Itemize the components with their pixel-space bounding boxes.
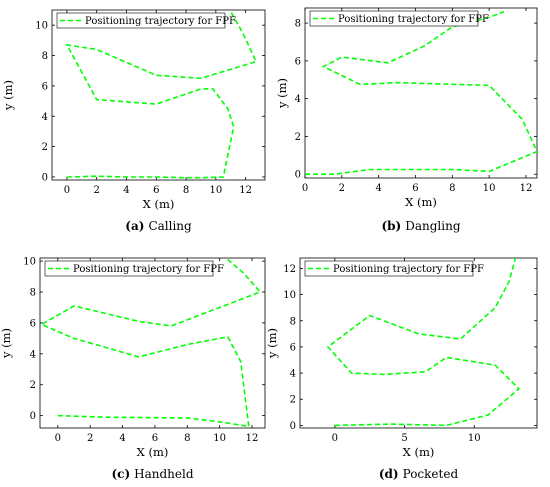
- x-tick-label: 0: [64, 185, 70, 196]
- chart-panel-b: 0 2 4 6 8 10 12 0 2 4 6 8 X (m) y (m) Positioning traj…: [275, 7, 538, 233]
- x-tick-label: 2: [87, 433, 93, 444]
- y-tick-label: 2: [30, 380, 36, 391]
- x-tick-label: 8: [183, 185, 189, 196]
- y-tick-label: 8: [30, 288, 36, 299]
- legend-entry: Positioning trajectory for FPF: [73, 264, 224, 275]
- x-tick-label: 2: [339, 183, 345, 194]
- x-tick-label: 10: [209, 185, 222, 196]
- legend-box: [44, 260, 214, 277]
- legend-entry: Positioning trajectory for FPF: [338, 14, 489, 25]
- x-tick-label: 6: [152, 433, 158, 444]
- plot-frame: [299, 257, 538, 429]
- x-tick-label: 4: [123, 185, 129, 196]
- y-tick-label: 10: [35, 21, 48, 32]
- legend-entry: Positioning trajectory for FPF: [85, 16, 236, 27]
- series-line-0: [326, 258, 521, 427]
- caption-letter: (d): [379, 467, 399, 481]
- y-tick-label: 0: [42, 172, 48, 183]
- x-tick-label: 0: [302, 183, 308, 194]
- chart-panel-d: 0 5 10 0 2 4 6 8 10 12 X (m) y (m) Positioning traje…: [265, 257, 538, 481]
- x-tick-label: 12: [239, 185, 252, 196]
- y-axis-label: y (m): [1, 80, 15, 111]
- x-tick-label: 2: [93, 185, 99, 196]
- y-tick-label: 0: [30, 411, 36, 422]
- legend-box: [56, 12, 226, 29]
- panel-caption: (a) Calling: [125, 219, 192, 233]
- y-tick-label: 8: [295, 19, 301, 30]
- caption-letter: (c): [111, 467, 130, 481]
- series-line-0: [305, 11, 537, 175]
- x-tick-label: 4: [375, 183, 381, 194]
- y-tick-label: 4: [290, 369, 296, 380]
- panel-caption: (d) Pocketed: [379, 467, 459, 481]
- x-tick-label: 8: [184, 433, 190, 444]
- chart-panel-a: 0 2 4 6 8 10 12 0 2 4 6 8 10 X (m) y (m) Positioning tr…: [1, 9, 266, 233]
- caption-letter: (b): [381, 219, 401, 233]
- x-tick-label: 8: [449, 183, 455, 194]
- caption-text: Handheld: [134, 467, 194, 481]
- y-tick-label: 2: [42, 142, 48, 153]
- y-tick-label: 10: [283, 290, 296, 301]
- y-tick-label: 8: [290, 316, 296, 327]
- x-tick-label: 6: [412, 183, 418, 194]
- legend-box: [309, 10, 479, 27]
- series-line-0: [65, 11, 258, 179]
- y-tick-label: 6: [295, 56, 301, 67]
- x-tick-label: 0: [55, 433, 61, 444]
- y-tick-label: 6: [290, 342, 296, 353]
- y-tick-label: 8: [42, 51, 48, 62]
- y-tick-label: 6: [42, 81, 48, 92]
- y-axis-label: y (m): [265, 328, 279, 359]
- legend-box: [304, 260, 474, 277]
- caption-letter: (a): [125, 219, 144, 233]
- y-tick-label: 2: [290, 395, 296, 406]
- x-tick-label: 10: [213, 433, 226, 444]
- y-tick-label: 4: [30, 349, 36, 360]
- caption-text: Pocketed: [403, 467, 459, 481]
- x-tick-label: 12: [246, 433, 259, 444]
- y-axis-label: y (m): [275, 78, 289, 109]
- panel-caption: (b) Dangling: [381, 219, 460, 233]
- x-tick-label: 10: [483, 183, 496, 194]
- y-tick-label: 2: [295, 132, 301, 143]
- x-tick-label: 10: [468, 433, 481, 444]
- x-axis-label: X (m): [143, 197, 175, 211]
- y-tick-label: 10: [23, 257, 36, 268]
- y-tick-label: 12: [283, 264, 296, 275]
- x-tick-label: 5: [401, 433, 407, 444]
- x-tick-label: 6: [153, 185, 159, 196]
- y-tick-label: 4: [295, 94, 301, 105]
- legend-entry: Positioning trajectory for FPF: [333, 264, 484, 275]
- x-tick-label: 12: [520, 183, 533, 194]
- y-tick-label: 0: [295, 170, 301, 181]
- series-line-0: [40, 258, 262, 428]
- plot-frame: [304, 7, 538, 179]
- plot-frame: [39, 257, 266, 429]
- chart-panel-c: 0 2 4 6 8 10 12 0 2 4 6 8 10 X (m) y (m) Positioning tr…: [0, 257, 266, 481]
- x-axis-label: X (m): [403, 445, 435, 459]
- y-tick-label: 0: [290, 421, 296, 432]
- y-tick-label: 6: [30, 318, 36, 329]
- caption-text: Calling: [148, 219, 192, 233]
- y-axis-label: y (m): [0, 328, 13, 359]
- x-axis-label: X (m): [137, 445, 169, 459]
- x-tick-label: 0: [332, 433, 338, 444]
- panel-caption: (c) Handheld: [111, 467, 193, 481]
- caption-text: Dangling: [405, 219, 461, 233]
- x-axis-label: X (m): [405, 195, 437, 209]
- plot-frame: [51, 9, 266, 181]
- x-tick-label: 4: [119, 433, 125, 444]
- y-tick-label: 4: [42, 112, 48, 123]
